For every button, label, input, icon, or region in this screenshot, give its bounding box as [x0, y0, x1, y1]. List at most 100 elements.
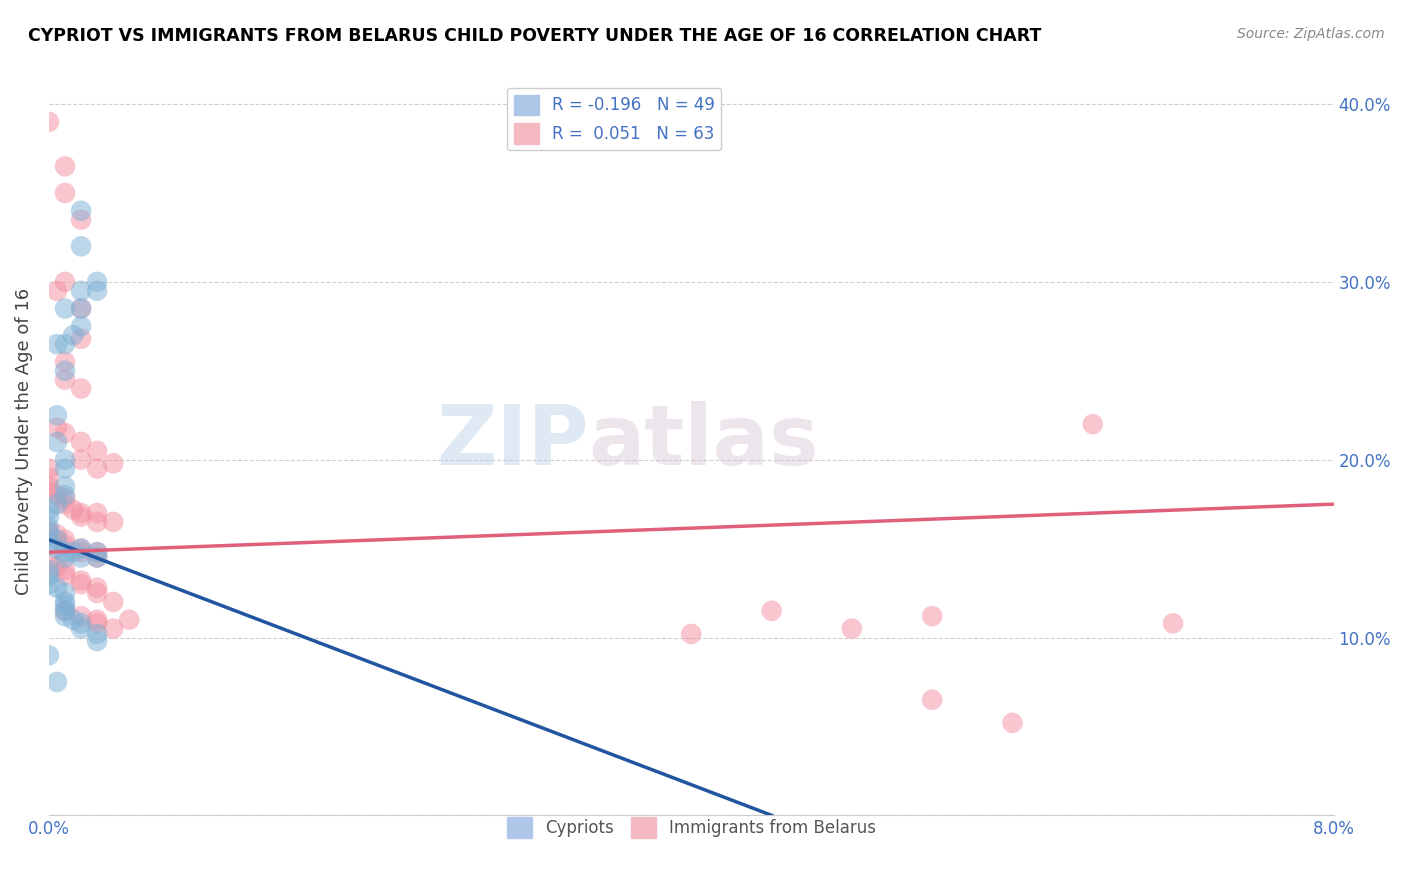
Point	[38, 115, 60, 129]
Point	[53, 488, 76, 502]
Point	[70, 550, 93, 565]
Point	[70, 301, 93, 316]
Legend: Cypriots, Immigrants from Belarus: Cypriots, Immigrants from Belarus	[501, 811, 883, 845]
Point	[53, 595, 76, 609]
Point	[53, 452, 76, 467]
Point	[46, 420, 69, 434]
Point	[70, 434, 93, 449]
Point	[38, 524, 60, 538]
Point	[681, 627, 703, 641]
Y-axis label: Child Poverty Under the Age of 16: Child Poverty Under the Age of 16	[15, 288, 32, 596]
Point	[86, 284, 108, 298]
Point	[86, 581, 108, 595]
Point	[38, 538, 60, 552]
Point	[53, 563, 76, 577]
Point	[53, 461, 76, 475]
Point	[70, 212, 93, 227]
Text: ZIP: ZIP	[436, 401, 589, 483]
Point	[70, 301, 93, 316]
Point	[53, 604, 76, 618]
Point	[38, 563, 60, 577]
Point	[86, 616, 108, 631]
Point	[86, 515, 108, 529]
Point	[70, 332, 93, 346]
Point	[53, 373, 76, 387]
Point	[70, 319, 93, 334]
Point	[62, 545, 84, 559]
Text: atlas: atlas	[589, 401, 820, 483]
Text: CYPRIOT VS IMMIGRANTS FROM BELARUS CHILD POVERTY UNDER THE AGE OF 16 CORRELATION: CYPRIOT VS IMMIGRANTS FROM BELARUS CHILD…	[28, 27, 1042, 45]
Point	[62, 328, 84, 343]
Point	[38, 568, 60, 582]
Point	[38, 461, 60, 475]
Point	[70, 616, 93, 631]
Point	[46, 434, 69, 449]
Point	[38, 577, 60, 591]
Point	[46, 488, 69, 502]
Point	[118, 613, 141, 627]
Point	[70, 545, 93, 559]
Point	[86, 461, 108, 475]
Point	[53, 599, 76, 613]
Point	[53, 425, 76, 440]
Point	[38, 502, 60, 516]
Point	[103, 456, 125, 470]
Point	[53, 609, 76, 624]
Point	[53, 491, 76, 506]
Point	[53, 364, 76, 378]
Point	[38, 648, 60, 663]
Point	[38, 556, 60, 570]
Point	[86, 613, 108, 627]
Point	[53, 275, 76, 289]
Point	[86, 275, 108, 289]
Point	[62, 502, 84, 516]
Point	[53, 545, 76, 559]
Point	[53, 337, 76, 351]
Point	[103, 595, 125, 609]
Point	[53, 497, 76, 511]
Point	[103, 622, 125, 636]
Point	[70, 622, 93, 636]
Text: Source: ZipAtlas.com: Source: ZipAtlas.com	[1237, 27, 1385, 41]
Point	[46, 541, 69, 556]
Point	[86, 506, 108, 520]
Point	[46, 559, 69, 574]
Point	[53, 604, 76, 618]
Point	[46, 497, 69, 511]
Point	[46, 337, 69, 351]
Point	[921, 609, 943, 624]
Point	[53, 301, 76, 316]
Point	[70, 382, 93, 396]
Point	[70, 541, 93, 556]
Point	[103, 515, 125, 529]
Point	[46, 409, 69, 423]
Point	[53, 479, 76, 493]
Point	[53, 568, 76, 582]
Point	[86, 550, 108, 565]
Point	[70, 509, 93, 524]
Point	[86, 627, 108, 641]
Point	[70, 541, 93, 556]
Point	[38, 520, 60, 534]
Point	[70, 203, 93, 218]
Point	[70, 452, 93, 467]
Point	[86, 586, 108, 600]
Point	[53, 586, 76, 600]
Point	[1081, 417, 1104, 431]
Point	[70, 609, 93, 624]
Point	[921, 692, 943, 706]
Point	[86, 545, 108, 559]
Point	[38, 479, 60, 493]
Point	[86, 550, 108, 565]
Point	[86, 545, 108, 559]
Point	[38, 484, 60, 499]
Point	[1161, 616, 1184, 631]
Point	[70, 284, 93, 298]
Point	[46, 675, 69, 690]
Point	[70, 577, 93, 591]
Point	[86, 443, 108, 458]
Point	[841, 622, 863, 636]
Point	[46, 581, 69, 595]
Point	[53, 355, 76, 369]
Point	[70, 239, 93, 253]
